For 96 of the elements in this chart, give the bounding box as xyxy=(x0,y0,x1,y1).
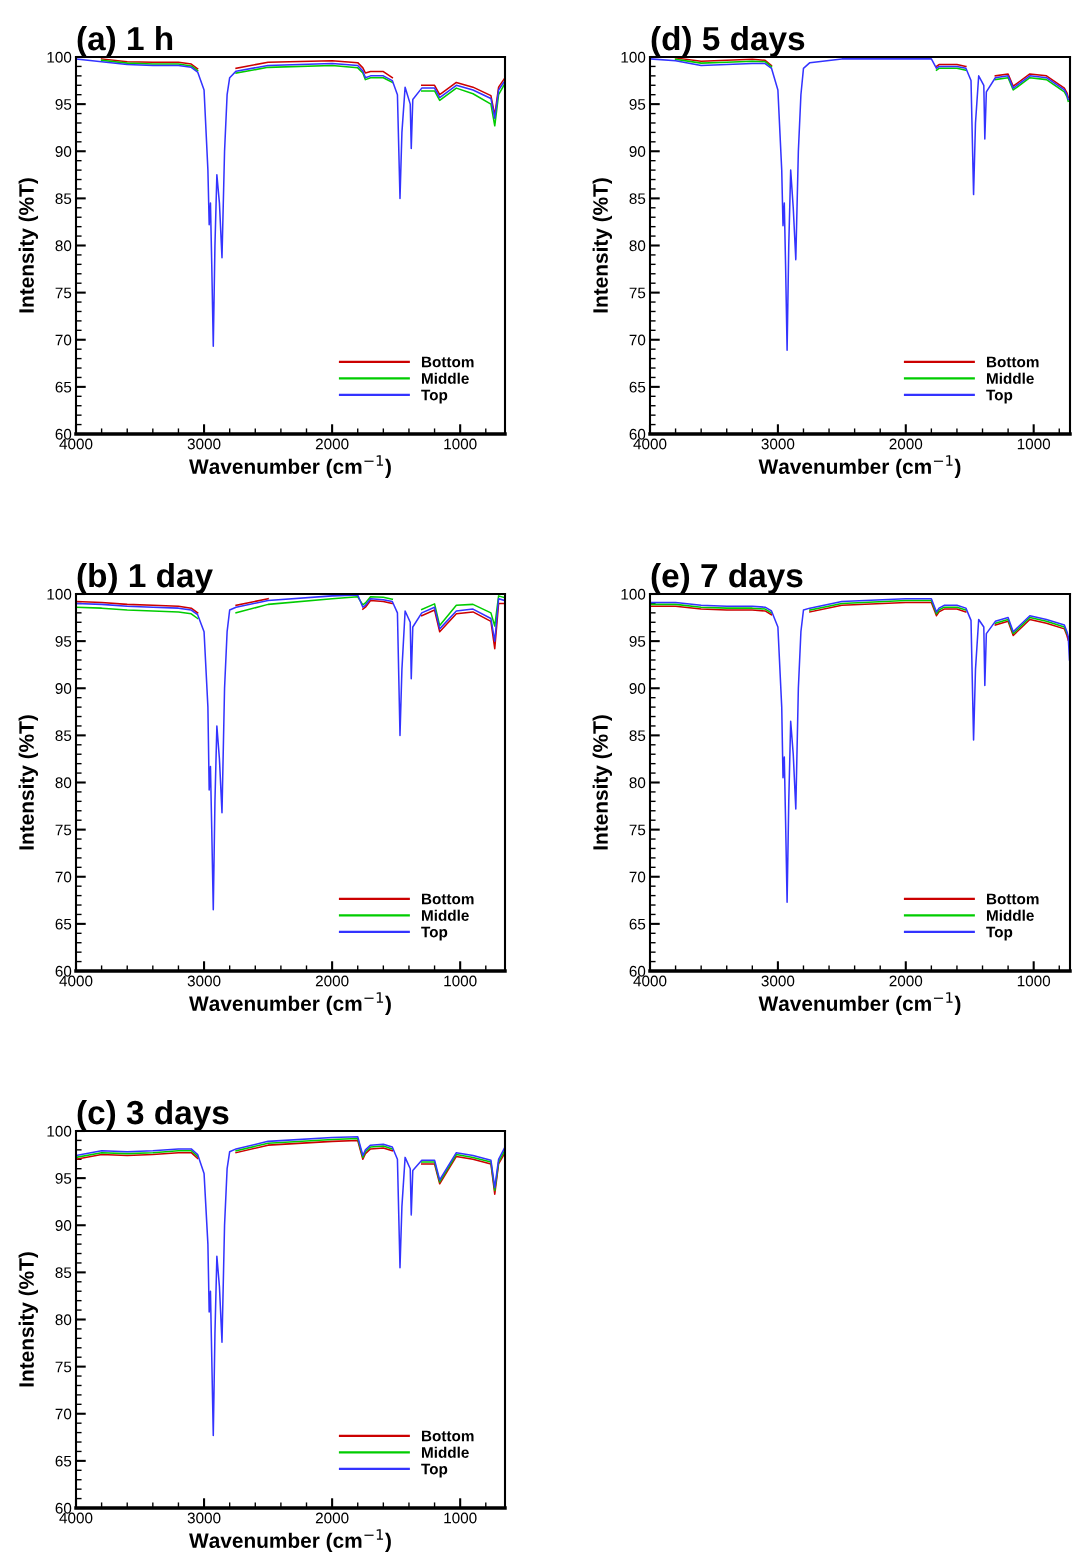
legend-label: Middle xyxy=(987,909,1034,921)
y-tick-label: 85 xyxy=(55,730,72,742)
x-tick-label: 3000 xyxy=(187,975,221,987)
y-tick-label: 100 xyxy=(47,51,72,63)
legend-label: Middle xyxy=(422,372,469,384)
y-tick-label: 95 xyxy=(55,98,72,110)
legend-label: Middle xyxy=(987,372,1034,384)
y-tick-label: 75 xyxy=(629,287,646,299)
chart-title: (e) 7 days xyxy=(651,562,803,594)
legend-label: Bottom xyxy=(422,356,474,368)
legend-label: Top xyxy=(421,389,448,404)
y-tick-label: 70 xyxy=(55,871,72,883)
legend-label: Bottom xyxy=(422,893,474,905)
chart-title: (c) 3 days xyxy=(77,1099,229,1131)
y-tick-label: 80 xyxy=(55,777,72,789)
y-tick-label: 65 xyxy=(55,1455,72,1467)
chart-title: (a) 1 h xyxy=(77,25,173,57)
y-tick-label: 95 xyxy=(55,1172,72,1184)
legend-label: Bottom xyxy=(422,1430,474,1442)
y-axis-title: Intensity (%T) xyxy=(18,715,39,850)
y-tick-label: 95 xyxy=(629,635,646,647)
y-axis-title: Intensity (%T) xyxy=(18,178,39,313)
x-tick-label: 1000 xyxy=(444,438,477,450)
y-tick-label: 70 xyxy=(55,1408,72,1420)
y-tick-label: 75 xyxy=(55,287,72,299)
y-tick-label: 60 xyxy=(55,1502,72,1514)
y-tick-label: 85 xyxy=(55,193,72,205)
y-tick-label: 90 xyxy=(55,1220,72,1231)
legend-label: Middle xyxy=(422,909,469,921)
line-series xyxy=(650,597,1070,903)
y-tick-label: 75 xyxy=(629,824,646,836)
y-tick-label: 90 xyxy=(629,146,646,157)
y-tick-label: 95 xyxy=(629,98,646,110)
x-tick-label: 4000 xyxy=(633,975,667,987)
x-tick-label: 4000 xyxy=(59,438,93,450)
legend-label: Top xyxy=(421,1463,448,1478)
y-tick-label: 100 xyxy=(47,588,72,600)
y-tick-label: 80 xyxy=(55,240,72,252)
x-tick-label: 2000 xyxy=(889,975,923,987)
y-tick-label: 85 xyxy=(629,730,646,742)
y-tick-label: 60 xyxy=(55,965,72,977)
x-tick-label: 1000 xyxy=(444,975,477,987)
y-tick-label: 90 xyxy=(629,683,646,694)
y-tick-label: 70 xyxy=(55,334,72,346)
x-tick-label: 1000 xyxy=(1017,975,1051,987)
y-tick-label: 85 xyxy=(629,193,646,205)
legend-label: Top xyxy=(986,389,1013,404)
y-axis-title: Intensity (%T) xyxy=(592,178,613,313)
legend-label: Top xyxy=(986,926,1013,941)
y-tick-label: 85 xyxy=(55,1267,72,1279)
y-tick-label: 100 xyxy=(47,1125,72,1137)
chart-title: (d) 5 days xyxy=(651,25,805,57)
legend-label: Top xyxy=(421,926,448,941)
x-tick-label: 2000 xyxy=(889,438,923,450)
y-tick-label: 100 xyxy=(621,588,646,600)
y-tick-label: 80 xyxy=(629,240,646,252)
x-tick-label: 3000 xyxy=(187,438,221,450)
y-tick-label: 60 xyxy=(629,428,646,440)
y-tick-label: 60 xyxy=(629,965,646,977)
x-axis-title: Wavenumber (cm$^{−1}$) xyxy=(758,992,961,1016)
y-tick-label: 80 xyxy=(55,1314,72,1326)
y-tick-label: 65 xyxy=(629,381,646,393)
y-axis-title: Intensity (%T) xyxy=(18,1252,39,1387)
y-tick-label: 65 xyxy=(55,381,72,393)
legend-label: Middle xyxy=(422,1446,469,1458)
y-axis-title: Intensity (%T) xyxy=(592,715,613,850)
y-tick-label: 80 xyxy=(629,777,646,789)
y-tick-label: 70 xyxy=(629,871,646,883)
x-tick-label: 2000 xyxy=(315,1512,349,1524)
x-tick-label: 2000 xyxy=(315,438,349,450)
legend-label: Bottom xyxy=(987,893,1039,905)
y-tick-label: 90 xyxy=(55,683,72,694)
y-tick-label: 65 xyxy=(629,918,646,930)
x-tick-label: 2000 xyxy=(315,975,349,987)
y-tick-label: 75 xyxy=(55,1361,72,1373)
legend-label: Bottom xyxy=(987,356,1039,368)
chart-title: (b) 1 day xyxy=(77,562,213,594)
x-axis-title: Wavenumber (cm$^{−1}$) xyxy=(189,1529,391,1553)
x-tick-label: 4000 xyxy=(59,1512,93,1524)
y-tick-label: 65 xyxy=(55,918,72,930)
y-tick-label: 70 xyxy=(629,334,646,346)
x-tick-label: 4000 xyxy=(633,438,667,450)
x-tick-label: 3000 xyxy=(761,438,795,450)
x-tick-label: 3000 xyxy=(761,975,795,987)
x-axis-title: Wavenumber (cm$^{−1}$) xyxy=(189,455,391,479)
y-tick-label: 90 xyxy=(55,146,72,157)
x-axis-title: Wavenumber (cm$^{−1}$) xyxy=(189,992,391,1016)
y-tick-label: 95 xyxy=(55,635,72,647)
y-tick-label: 75 xyxy=(55,824,72,836)
x-tick-label: 1000 xyxy=(1017,438,1051,450)
y-tick-label: 100 xyxy=(621,51,646,63)
x-tick-label: 4000 xyxy=(59,975,93,987)
x-tick-label: 1000 xyxy=(444,1512,477,1524)
y-tick-label: 60 xyxy=(55,428,72,440)
x-tick-label: 3000 xyxy=(187,1512,221,1524)
x-axis-title: Wavenumber (cm$^{−1}$) xyxy=(758,455,961,479)
